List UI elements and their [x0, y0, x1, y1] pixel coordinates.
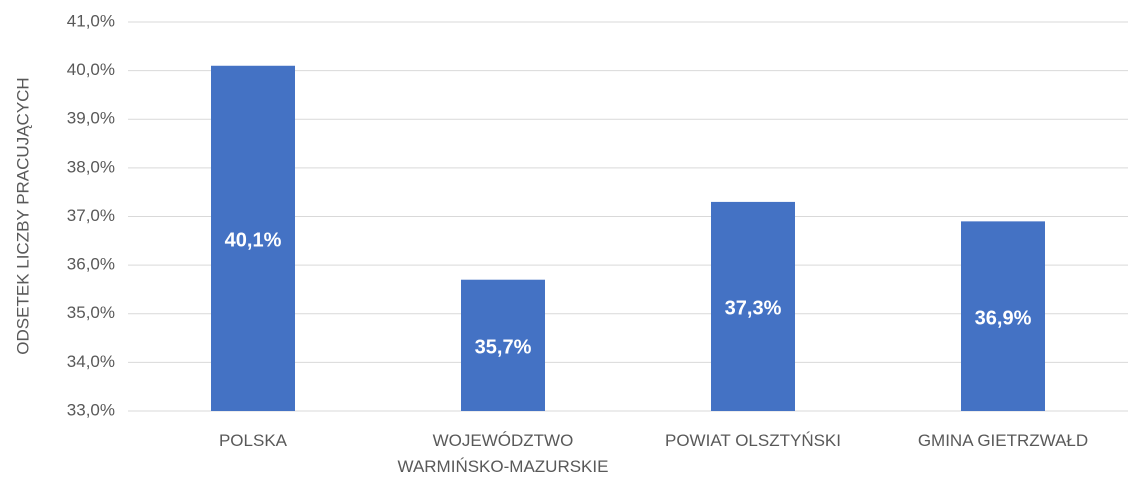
- bar: [961, 221, 1045, 411]
- y-tick-label: 41,0%: [67, 11, 115, 30]
- y-tick-label: 37,0%: [67, 206, 115, 225]
- bar: [711, 201, 795, 411]
- y-axis-label: ODSETEK LICZBY PRACUJĄCYCH: [13, 77, 32, 354]
- y-tick-label: 40,0%: [67, 60, 115, 79]
- x-tick-label: GMINA GIETRZWAŁD: [917, 431, 1089, 450]
- data-label: 36,9%: [975, 307, 1032, 329]
- y-tick-label: 33,0%: [67, 400, 115, 419]
- y-tick-label: 35,0%: [67, 303, 115, 322]
- y-tick-label: 38,0%: [67, 157, 115, 176]
- data-label: 37,3%: [725, 298, 782, 320]
- x-tick-label: POLSKA: [218, 431, 288, 450]
- data-label: 35,7%: [475, 337, 532, 359]
- data-label: 40,1%: [225, 230, 282, 252]
- x-tick-label: POWIAT OLSZTYŃSKI: [664, 431, 841, 450]
- y-tick-label: 39,0%: [67, 109, 115, 128]
- bar: [461, 279, 545, 411]
- bar: [211, 65, 295, 411]
- y-tick-label: 34,0%: [67, 352, 115, 371]
- x-tick-label: WOJEWÓDZTWO WARMIŃSKO-MAZURSKIE: [397, 431, 609, 476]
- y-tick-label: 36,0%: [67, 255, 115, 274]
